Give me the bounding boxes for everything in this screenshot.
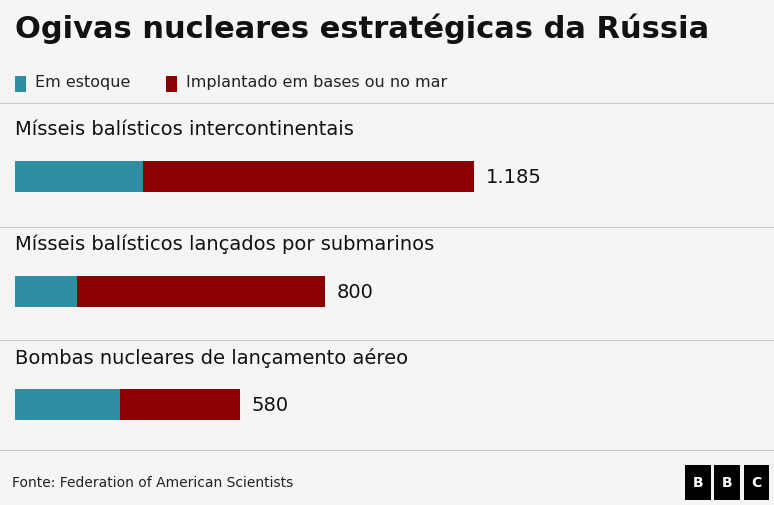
Text: B: B <box>693 475 703 489</box>
Text: 1.185: 1.185 <box>486 168 542 186</box>
Bar <box>143 161 474 192</box>
Text: Fonte: Federation of American Scientists: Fonte: Federation of American Scientists <box>12 475 293 489</box>
Text: Bombas nucleares de lançamento aéreo: Bombas nucleares de lançamento aéreo <box>15 347 409 367</box>
Bar <box>15 389 120 420</box>
Text: Mísseis balísticos lançados por submarinos: Mísseis balísticos lançados por submarin… <box>15 234 435 254</box>
Text: Em estoque: Em estoque <box>36 75 131 90</box>
Bar <box>714 465 740 499</box>
Bar <box>685 465 711 499</box>
Text: Mísseis balísticos intercontinentais: Mísseis balísticos intercontinentais <box>15 120 354 138</box>
Bar <box>15 161 143 192</box>
Bar <box>15 77 26 93</box>
Bar <box>166 77 176 93</box>
Bar <box>744 465 769 499</box>
Text: Ogivas nucleares estratégicas da Rússia: Ogivas nucleares estratégicas da Rússia <box>15 14 710 44</box>
Text: B: B <box>722 475 732 489</box>
Text: C: C <box>752 475 762 489</box>
Text: 800: 800 <box>337 282 374 301</box>
Bar <box>120 389 240 420</box>
Bar <box>15 276 77 308</box>
Bar <box>77 276 325 308</box>
Text: Implantado em bases ou no mar: Implantado em bases ou no mar <box>186 75 447 90</box>
Text: 580: 580 <box>252 395 289 414</box>
